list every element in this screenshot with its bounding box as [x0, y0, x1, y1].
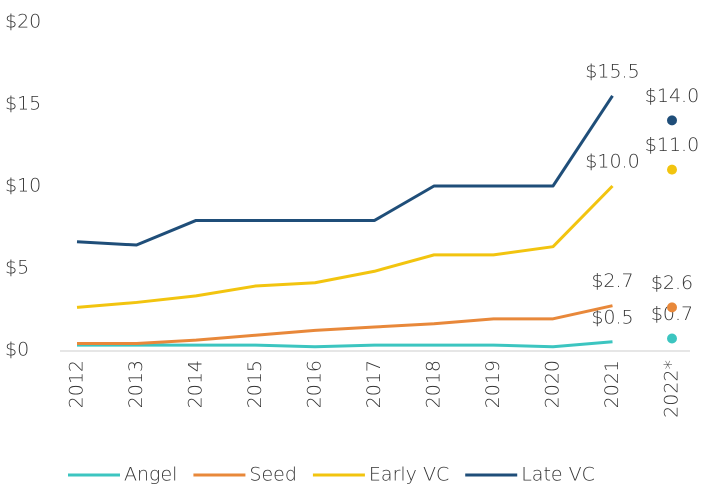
legend-label: Angel: [124, 464, 177, 486]
y-tick-label: $0: [5, 339, 29, 361]
x-tick-label: 2017: [363, 360, 385, 408]
value-label: $0.5: [591, 306, 633, 328]
value-label: $10.0: [585, 151, 639, 173]
estimate-dot: [667, 302, 677, 313]
x-tick-label: 2013: [125, 360, 147, 408]
value-label: $0.7: [651, 303, 693, 325]
series-line: [76, 94, 614, 247]
estimate-dot: [667, 115, 677, 126]
series-line: [76, 184, 614, 309]
value-label: $14.0: [645, 85, 699, 107]
x-tick-label: 2022*: [661, 360, 683, 418]
value-label: $15.5: [585, 60, 639, 82]
y-tick-label: $20: [5, 11, 41, 33]
x-tick-label: 2020: [542, 360, 564, 408]
x-tick-label: 2021: [601, 360, 623, 408]
y-tick-label: $10: [5, 175, 41, 197]
legend-label: Late VC: [521, 464, 595, 486]
y-tick-label: $15: [5, 93, 41, 115]
x-tick-label: 2012: [66, 360, 88, 408]
series-line: [77, 304, 613, 345]
legend-label: Seed: [249, 464, 297, 486]
value-label: $11.0: [645, 134, 699, 156]
x-tick-label: 2018: [423, 360, 445, 408]
estimate-dot: [667, 333, 677, 344]
series-line: [77, 340, 613, 349]
x-tick-label: 2019: [482, 360, 504, 408]
estimate-dot: [667, 164, 677, 175]
x-tick-label: 2014: [185, 360, 207, 408]
value-label: $2.6: [651, 272, 693, 294]
y-tick-label: $5: [5, 257, 29, 279]
x-tick-label: 2015: [244, 360, 266, 408]
x-tick-label: 2016: [304, 360, 326, 408]
value-label: $2.7: [591, 270, 633, 292]
legend-label: Early VC: [369, 464, 449, 486]
